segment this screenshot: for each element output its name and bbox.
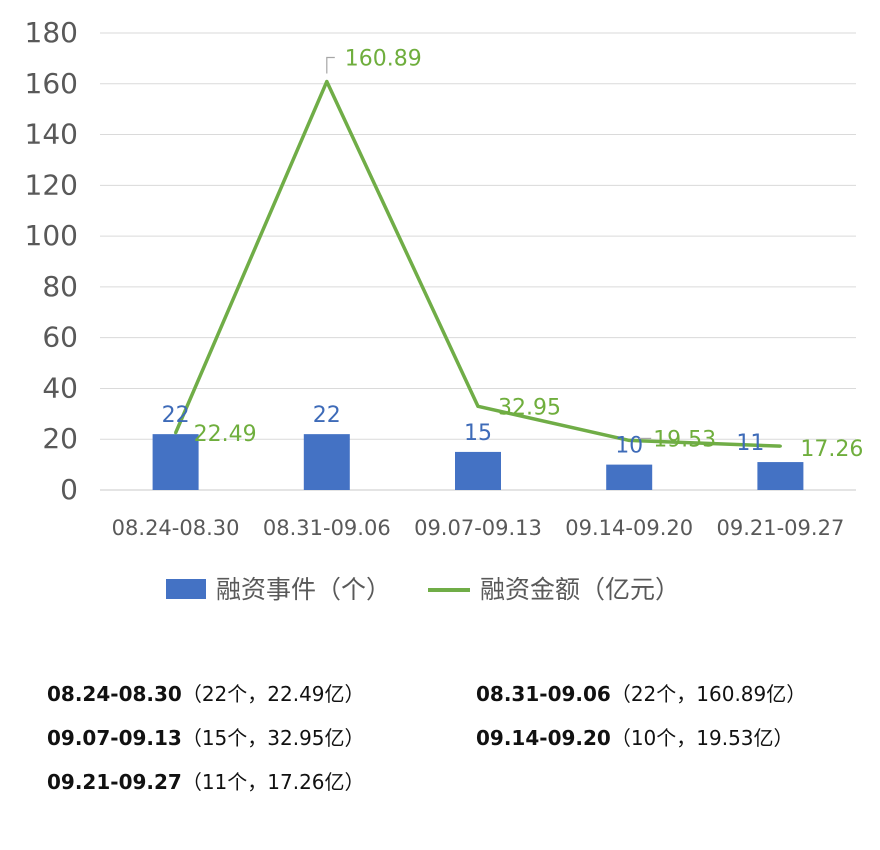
summary-period: 08.24-08.30	[47, 682, 182, 706]
x-tick-label: 09.21-09.27	[716, 516, 844, 540]
line-data-label: 32.95	[498, 395, 561, 420]
summary-period: 09.07-09.13	[47, 726, 182, 750]
y-tick-label: 60	[42, 321, 78, 354]
y-tick-label: 120	[25, 168, 78, 201]
bar-data-label: 22	[313, 403, 341, 428]
line-point	[778, 444, 782, 448]
legend-line-label: 融资金额（亿元）	[480, 575, 680, 604]
summary-detail: （15个，32.95亿）	[181, 726, 365, 750]
summary-detail: （22个，22.49亿）	[181, 682, 365, 706]
y-tick-label: 40	[42, 371, 78, 404]
summary-period: 09.14-09.20	[476, 726, 611, 750]
x-tick-label: 08.31-09.06	[263, 516, 391, 540]
y-axis-ticks: 0 20 40 60 80 100 120 140 160 180	[25, 16, 78, 506]
x-tick-label: 09.14-09.20	[565, 516, 693, 540]
x-tick-label: 09.07-09.13	[414, 516, 542, 540]
x-tick-label: 08.24-08.30	[112, 516, 240, 540]
line-data-label: 17.26	[800, 437, 863, 462]
x-axis-ticks: 08.24-08.30 08.31-09.06 09.07-09.13 09.14-0…	[112, 516, 845, 540]
summary-item: 09.14-09.20（10个，19.53亿）	[476, 722, 794, 751]
bar	[303, 434, 350, 490]
gridlines	[100, 32, 856, 491]
legend: 融资事件（个） 融资金额（亿元）	[166, 575, 680, 604]
y-tick-label: 180	[25, 16, 78, 49]
line-data-label: 19.53	[653, 427, 716, 452]
summary-item: 09.07-09.13（15个，32.95亿）	[47, 722, 365, 751]
line-data-label: 22.49	[194, 422, 257, 447]
y-tick-label: 100	[25, 219, 78, 252]
y-tick-label: 0	[60, 473, 78, 506]
combo-chart: 0 20 40 60 80 100 120 140 160 180 22 22 15 10 11 22.49…	[25, 16, 864, 604]
summary-item: 09.21-09.27（11个，17.26亿）	[47, 766, 365, 795]
summary-detail: （11个，17.26亿）	[181, 770, 365, 794]
y-tick-label: 140	[25, 118, 78, 151]
summary-list: 08.24-08.30（22个，22.49亿） 08.31-09.06（22个，…	[0, 670, 880, 820]
y-tick-label: 80	[42, 270, 78, 303]
bar-data-label: 11	[736, 431, 764, 456]
line-point	[476, 404, 480, 408]
line-series	[173, 79, 782, 448]
summary-item: 08.31-09.06（22个，160.89亿）	[476, 678, 806, 707]
line-point	[325, 80, 329, 84]
bar	[455, 451, 501, 490]
summary-item: 08.24-08.30（22个，22.49亿）	[47, 678, 365, 707]
line-point	[627, 438, 631, 442]
bar-data-label: 15	[464, 421, 492, 446]
y-tick-label: 160	[25, 67, 78, 100]
legend-bar-label: 融资事件（个）	[216, 575, 391, 604]
bar	[757, 462, 804, 490]
label-leader-line	[326, 56, 335, 74]
summary-detail: （10个，19.53亿）	[610, 726, 794, 750]
bar-series	[152, 434, 804, 490]
data-labels: 22 22 15 10 11 22.49 160.89 32.95 19.53 17.26	[162, 47, 864, 463]
summary-period: 09.21-09.27	[47, 770, 182, 794]
bar-data-label: 22	[162, 403, 190, 428]
y-tick-label: 20	[42, 422, 78, 455]
line-series-path	[173, 79, 781, 448]
line-point	[174, 431, 178, 435]
summary-period: 08.31-09.06	[476, 682, 611, 706]
legend-bar-swatch	[166, 579, 206, 599]
summary-detail: （22个，160.89亿）	[610, 682, 807, 706]
line-data-label: 160.89	[345, 47, 422, 72]
bar-data-label: 10	[615, 434, 643, 459]
bar	[152, 434, 199, 490]
bar	[606, 464, 653, 490]
